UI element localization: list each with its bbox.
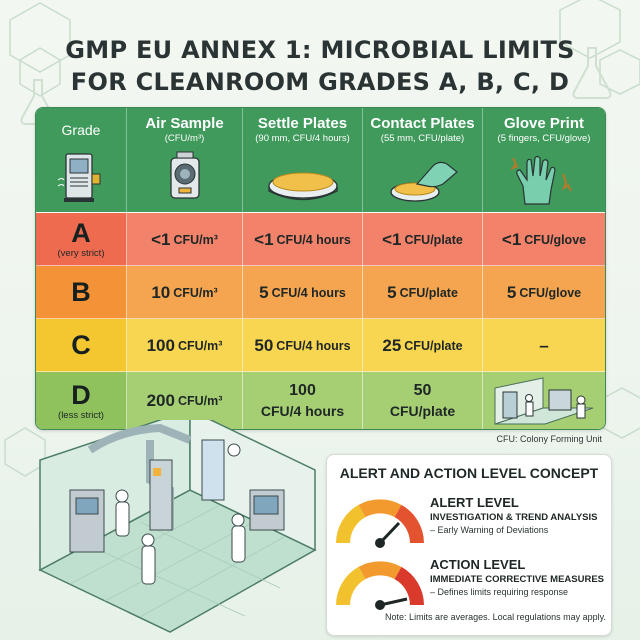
glove-icon [510, 155, 572, 205]
header-air-sub: (CFU/m³) [164, 133, 205, 144]
air-limit-c: 100 CFU/m³ [127, 319, 243, 372]
header-glove-print: Glove Print (5 fingers, CFU/glove) [483, 108, 605, 212]
unit: CFU/m³ [173, 232, 218, 247]
grade-letter: B [71, 277, 91, 307]
contact-limit-a: <1 CFU/plate [363, 213, 483, 266]
header-grade-label: Grade [61, 122, 101, 138]
contact-limit-b: 5 CFU/plate [363, 266, 483, 319]
settle-limit-a: <1 CFU/4 hours [243, 213, 363, 266]
action-level-sub: IMMEDIATE CORRECTIVE MEASURES [430, 574, 605, 585]
header-contact-label: Contact Plates [370, 115, 475, 132]
alert-level-desc: – Early Warning of Deviations [430, 525, 549, 535]
grade-note: (very strict) [57, 248, 105, 259]
value: 25 [382, 335, 402, 355]
header-glove-label: Glove Print [503, 115, 585, 132]
action-gauge-icon [336, 561, 424, 610]
air-limit-d: 200 CFU/m³ [127, 372, 243, 429]
grade-letter: D [71, 379, 91, 410]
header-glove-sub: (5 fingers, CFU/glove) [497, 133, 591, 144]
value: 10 [151, 282, 171, 302]
unit: CFU/plate [404, 338, 463, 353]
unit: CFU/plate [399, 285, 458, 300]
contact-limit-d: 50 CFU/plate [363, 372, 483, 429]
alert-level-heading: ALERT LEVEL [430, 495, 519, 510]
value: <1 [501, 229, 522, 249]
alert-action-panel: ALERT AND ACTION LEVEL CONCEPT ALERT LEV… [326, 454, 612, 636]
settle-limit-b: 5 CFU/4 hours [243, 266, 363, 319]
header-settle-sub: (90 mm, CFU/4 hours) [255, 133, 350, 144]
value: 50 [254, 335, 274, 355]
grade-b-cell: B [36, 266, 127, 319]
value: 5 [259, 282, 269, 302]
unit: CFU/m³ [177, 394, 223, 408]
unit: CFU/4 hours [276, 232, 351, 247]
unit: CFU/4 hours [260, 403, 345, 419]
microbial-limits-table: Grade Air Sample (CFU/m³) [35, 107, 606, 430]
panel-title: ALERT AND ACTION LEVEL CONCEPT [339, 465, 599, 481]
grade-letter: A [71, 218, 91, 248]
header-settle-label: Settle Plates [257, 115, 348, 132]
unit: CFU/m³ [177, 338, 223, 353]
header-contact-sub: (55 mm, CFU/plate) [380, 133, 465, 144]
petri-dish-icon [267, 172, 338, 201]
handheld-sampler-icon [169, 151, 200, 199]
value: – [539, 335, 549, 355]
limits-note: Note: Limits are averages. Local regulat… [385, 612, 606, 622]
table-row-grade-b: B 10 CFU/m³ 5 CFU/4 hours 5 CFU/plate 5 CFU/… [36, 265, 605, 319]
alert-level-sub: INVESTIGATION & TREND ANALYSIS [430, 512, 598, 523]
contact-limit-c: 25 CFU/plate [363, 319, 483, 372]
glove-limit-d [483, 372, 605, 429]
grade-d-cell: D (less strict) [36, 372, 127, 429]
value: 100 [146, 335, 175, 355]
value: <1 [254, 229, 274, 249]
table-row-grade-a: A (very strict) <1 CFU/m³ <1 CFU/4 hours <… [36, 212, 605, 266]
grade-note: (less strict) [58, 409, 104, 421]
value: 5 [506, 282, 517, 302]
value: <1 [382, 229, 402, 249]
header-contact-plates: Contact Plates (55 mm, CFU/plate) [363, 108, 483, 212]
unit: CFU/glove [524, 232, 587, 247]
value: 50 [413, 382, 432, 399]
value: 5 [387, 282, 397, 302]
contact-plate-icon [389, 161, 458, 202]
unit: CFU/plate [389, 403, 456, 419]
grade-c-cell: C [36, 319, 127, 372]
air-limit-a: <1 CFU/m³ [127, 213, 243, 266]
unit: CFU/4 hours [271, 285, 346, 300]
title-line-2: FOR CLEANROOM GRADES A, B, C, D [70, 68, 570, 96]
value: <1 [151, 229, 171, 249]
glove-limit-a: <1 CFU/glove [483, 213, 605, 266]
unit: CFU/glove [519, 285, 582, 300]
title-line-1: GMP EU ANNEX 1: MICROBIAL LIMITS [65, 36, 575, 64]
page-title: GMP EU ANNEX 1: MICROBIAL LIMITS FOR CLE… [0, 34, 640, 98]
unit: CFU/4 hours [276, 338, 351, 353]
settle-limit-d: 100 CFU/4 hours [243, 372, 363, 429]
unit: CFU/plate [404, 232, 463, 247]
action-level-desc: – Defines limits requiring response [430, 587, 569, 597]
header-air-label: Air Sample [145, 115, 224, 132]
value: 200 [146, 391, 175, 410]
settle-limit-c: 50 CFU/4 hours [243, 319, 363, 372]
glove-limit-c: – [483, 319, 605, 372]
cfu-footnote: CFU: Colony Forming Unit [496, 434, 602, 444]
grade-a-cell: A (very strict) [36, 213, 127, 266]
glove-limit-b: 5 CFU/glove [483, 266, 605, 319]
alert-gauge-icon [336, 499, 424, 548]
action-level-heading: ACTION LEVEL [430, 557, 526, 572]
header-grade: Grade [36, 108, 127, 212]
grade-letter: C [71, 330, 91, 360]
cleanroom-illustration [38, 420, 317, 633]
air-limit-b: 10 CFU/m³ [127, 266, 243, 319]
table-row-grade-c: C 100 CFU/m³ 50 CFU/4 hours 25 CFU/plate – [36, 318, 605, 372]
value: 100 [289, 382, 316, 399]
unit: CFU/m³ [173, 285, 218, 300]
header-air-sample: Air Sample (CFU/m³) [127, 108, 243, 212]
table-header: Grade Air Sample (CFU/m³) [36, 108, 605, 212]
cleanroom-mini-illustration [494, 377, 594, 425]
air-sampler-icon [57, 153, 101, 202]
table-row-grade-d: D (less strict) 200 CFU/m³ 100 CFU/4 hours… [36, 371, 605, 429]
header-settle-plates: Settle Plates (90 mm, CFU/4 hours) [243, 108, 363, 212]
